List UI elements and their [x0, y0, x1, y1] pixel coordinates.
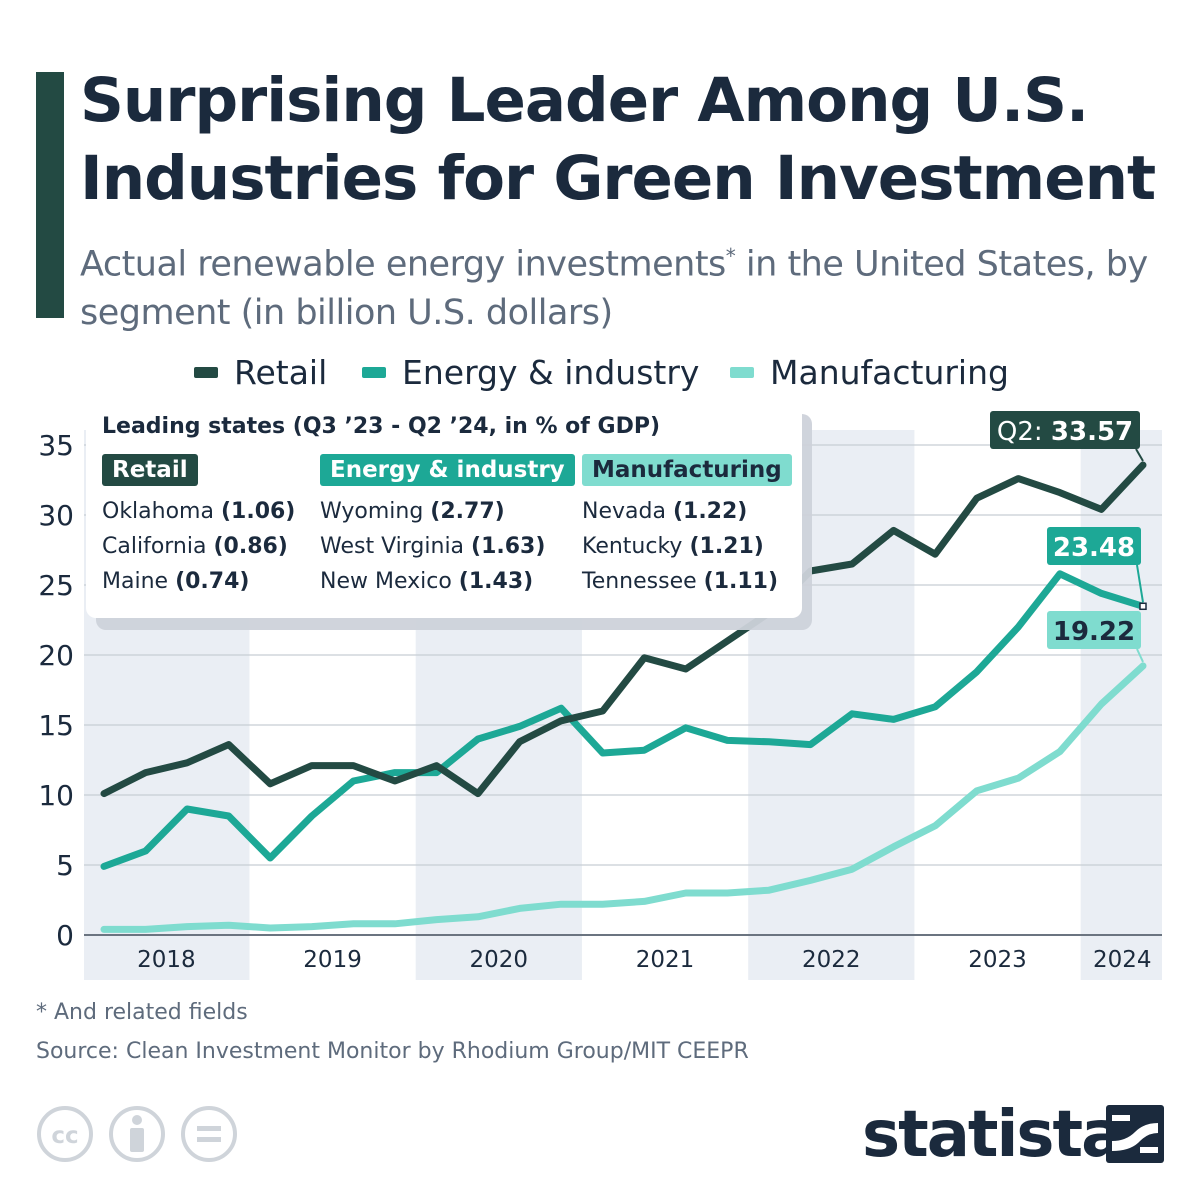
annotation-connector-energy-industry — [1136, 564, 1144, 603]
source-note: Source: Clean Investment Monitor by Rhod… — [36, 1039, 749, 1064]
legend-label-retail: Retail — [234, 352, 328, 392]
x-tick-2022: 2022 — [802, 947, 861, 973]
legend-label-energy: Energy & industry — [402, 352, 700, 392]
state-row: Wyoming (2.77) — [320, 499, 505, 524]
state-row: Kentucky (1.21) — [582, 534, 764, 559]
x-tick-2019: 2019 — [303, 947, 362, 973]
state-row: Nevada (1.22) — [582, 499, 748, 524]
x-tick-2024: 2024 — [1093, 947, 1152, 973]
subtitle-footnote-mark: * — [725, 244, 736, 268]
series-line-energy-industry — [100, 570, 1147, 870]
y-tick-5: 5 — [56, 849, 74, 882]
legend-swatch-energy — [362, 366, 386, 378]
annotation-box-manufacturing — [1047, 611, 1141, 649]
x-tick-2021: 2021 — [636, 947, 695, 973]
statista-logo-text: statista — [862, 1098, 1124, 1172]
annotation-label-retail: Q2: 33.57 — [997, 417, 1133, 447]
subtitle-rest: in the United States, by segment (in bil… — [80, 244, 1148, 333]
state-row: California (0.86) — [102, 534, 288, 559]
series-line-manufacturing — [100, 662, 1147, 933]
x-tick-2020: 2020 — [470, 947, 529, 973]
state-row: Maine (0.74) — [102, 569, 250, 594]
leading-states-energy: Energy & industry Wyoming (2.77) West Vi… — [320, 454, 575, 599]
y-tick-15: 15 — [38, 709, 74, 742]
statista-logo-icon — [1106, 1105, 1164, 1163]
y-tick-20: 20 — [38, 639, 74, 672]
chart-subtitle: Actual renewable energy investments* in … — [80, 232, 1180, 337]
attribution-icon — [109, 1106, 165, 1162]
tag-retail: Retail — [102, 454, 198, 486]
annotation-label-energy-industry: 23.48 — [1053, 533, 1135, 563]
title-accent-bar — [36, 72, 64, 318]
state-row: Oklahoma (1.06) — [102, 499, 296, 524]
subtitle-main: Actual renewable energy investments — [80, 244, 726, 285]
annotation-label-manufacturing: 19.22 — [1053, 617, 1135, 647]
tag-energy: Energy & industry — [320, 454, 575, 486]
y-tick-35: 35 — [38, 429, 74, 462]
license-icons: cc — [37, 1106, 237, 1162]
legend-swatch-manufacturing — [730, 366, 754, 378]
annotation-box-retail — [990, 411, 1140, 449]
y-tick-25: 25 — [38, 569, 74, 602]
annotation-marker-energy-industry — [1139, 602, 1147, 611]
state-row: Tennessee (1.11) — [582, 569, 779, 594]
y-tick-30: 30 — [38, 499, 74, 532]
chart-title: Surprising Leader Among U.S. Industries … — [80, 65, 1156, 214]
no-derivatives-icon — [181, 1106, 237, 1162]
state-row: West Virginia (1.63) — [320, 534, 546, 559]
leading-states-retail: Retail Oklahoma (1.06) California (0.86)… — [102, 454, 295, 599]
x-tick-2018: 2018 — [137, 947, 196, 973]
y-tick-0: 0 — [56, 919, 74, 952]
leading-states-box: Leading states (Q3 ’23 - Q2 ’24, in % of… — [86, 402, 802, 618]
annotation-connector-manufacturing — [1136, 648, 1144, 663]
state-row: New Mexico (1.43) — [320, 569, 534, 594]
legend-item-manufacturing: Manufacturing — [730, 350, 1009, 394]
leading-states-title: Leading states (Q3 ’23 - Q2 ’24, in % of… — [102, 414, 661, 439]
series-line-retail — [100, 461, 1147, 798]
legend-swatch-retail — [194, 366, 218, 378]
cc-icon: cc — [37, 1106, 93, 1162]
annotation-connector-retail — [1135, 448, 1144, 462]
year-band-2024 — [1080, 430, 1162, 980]
annotation-box-energy-industry — [1047, 527, 1141, 565]
svg-text:cc: cc — [51, 1123, 78, 1149]
y-tick-10: 10 — [38, 779, 74, 812]
chart-legend: Retail Energy & industry Manufacturing — [0, 350, 1200, 394]
footnote: * And related fields — [36, 1000, 248, 1025]
x-tick-2023: 2023 — [968, 947, 1027, 973]
tag-manufacturing: Manufacturing — [582, 454, 792, 486]
legend-item-energy: Energy & industry — [362, 350, 699, 394]
leading-states-manufacturing: Manufacturing Nevada (1.22) Kentucky (1.… — [582, 454, 792, 599]
legend-item-retail: Retail — [194, 350, 327, 394]
legend-label-manufacturing: Manufacturing — [770, 352, 1009, 392]
